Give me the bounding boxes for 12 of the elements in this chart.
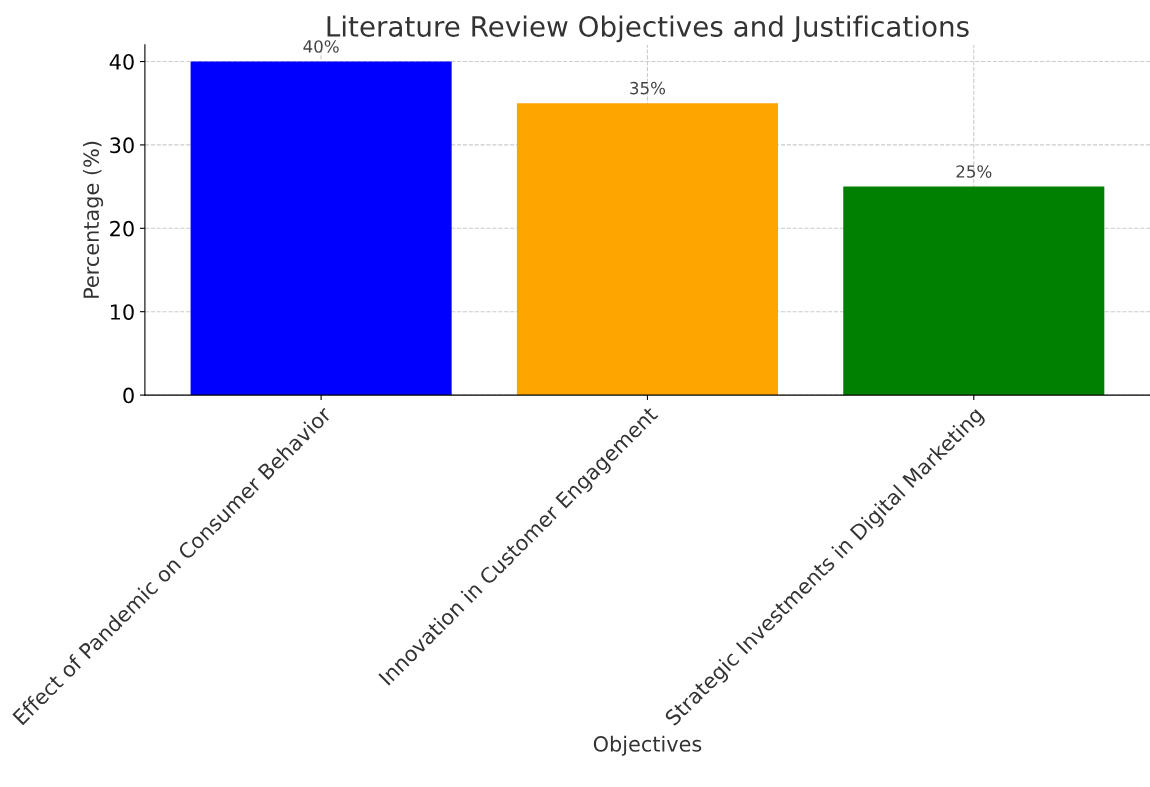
bar	[516, 103, 778, 396]
bar	[843, 186, 1105, 396]
y-tick-label: 10	[110, 304, 134, 320]
data-label: 25%	[956, 165, 992, 178]
y-tick-label: 0	[123, 387, 134, 404]
x-axis-title: Objectives	[593, 735, 702, 756]
y-tick-label: 40	[109, 53, 134, 70]
data-label: 35%	[630, 81, 666, 95]
y-tick-label: 20	[110, 220, 134, 237]
bar	[190, 61, 452, 396]
y-axis-title: Percentage (%)	[82, 141, 104, 298]
y-tick-label: 30	[110, 137, 134, 154]
